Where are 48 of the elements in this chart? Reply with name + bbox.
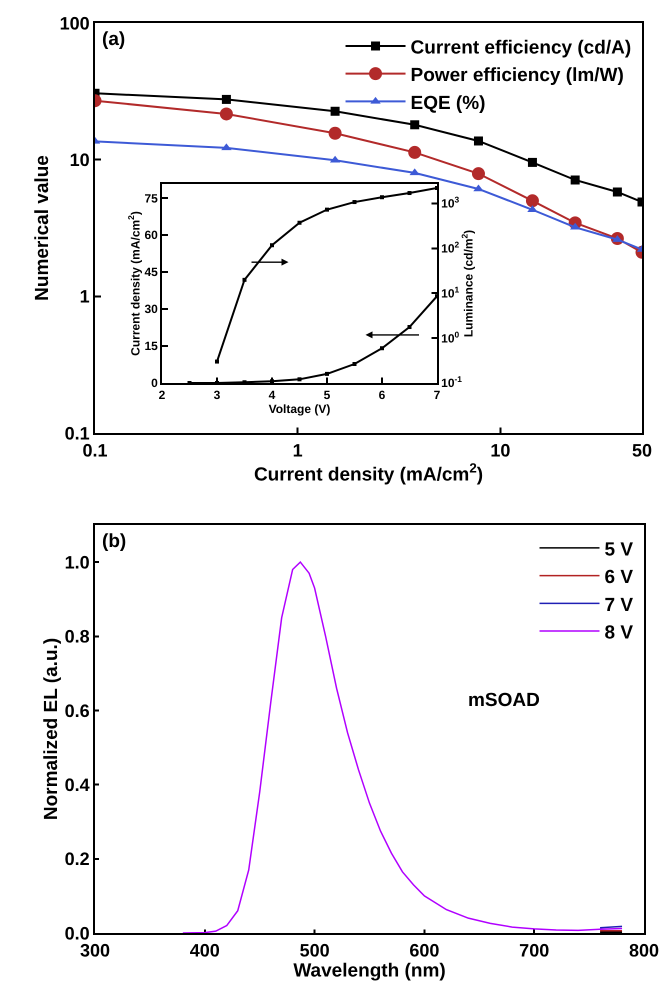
y-tick-label: 45 bbox=[144, 265, 158, 280]
y-tick-label: 1 bbox=[80, 286, 90, 307]
y2-tick-label: 10$^{0}$ bbox=[441, 329, 460, 346]
x-axis-title: Current density (mA/cm$^{2}$) bbox=[254, 460, 484, 486]
y-tick-label: 0 bbox=[151, 376, 158, 390]
y-tick-label: 1.0 bbox=[64, 552, 90, 572]
y-tick-label: 0.6 bbox=[64, 700, 90, 721]
x-tick-label: 6 bbox=[378, 388, 386, 402]
y2-tick-label: 10$^{2}$ bbox=[441, 239, 460, 256]
legend-label: EQE (%) bbox=[410, 92, 486, 114]
annotation: (a) bbox=[102, 29, 126, 50]
y2-tick-label: 10$^{-1}$ bbox=[441, 374, 462, 390]
y-tick-label: 30 bbox=[144, 302, 158, 316]
x-tick-label: 800 bbox=[628, 940, 660, 960]
y-tick-label: 0.8 bbox=[64, 626, 90, 647]
x-tick-label: 600 bbox=[409, 940, 440, 960]
annotation: mSOAD bbox=[468, 690, 540, 711]
x-axis-title: Voltage (V) bbox=[268, 402, 330, 416]
y-tick-label: 75 bbox=[144, 191, 158, 206]
y-tick-label: 0.2 bbox=[64, 849, 90, 870]
y-tick-label: 10 bbox=[70, 150, 90, 170]
x-tick-label: 5 bbox=[324, 388, 331, 402]
x-tick-label: 50 bbox=[632, 440, 652, 460]
y-tick-label: 0.4 bbox=[64, 774, 90, 795]
legend-label: 6 V bbox=[604, 567, 634, 588]
x-tick-label: 1 bbox=[292, 440, 303, 460]
y-tick-label: 60 bbox=[144, 228, 158, 242]
y2-tick-label: 10$^{1}$ bbox=[441, 284, 460, 300]
legend-label: 8 V bbox=[604, 622, 634, 644]
x-tick-label: 400 bbox=[190, 940, 220, 960]
x-tick-label: 2 bbox=[158, 388, 166, 402]
y-axis-title: Numerical value bbox=[32, 155, 53, 301]
y-tick-label: 100 bbox=[60, 13, 90, 34]
y-axis-title: Normalized EL (a.u.) bbox=[40, 638, 62, 820]
x-tick-label: 700 bbox=[519, 940, 550, 960]
y2-tick-label: 10$^{3}$ bbox=[441, 194, 460, 211]
x-tick-label: 4 bbox=[268, 388, 276, 402]
x-tick-label: 500 bbox=[300, 940, 330, 960]
y-tick-label: 15 bbox=[144, 339, 158, 354]
annotation: (b) bbox=[102, 531, 126, 552]
x-axis-title: Wavelength (nm) bbox=[293, 960, 446, 982]
legend-label: Power efficiency (lm/W) bbox=[410, 65, 624, 86]
x-tick-label: 7 bbox=[434, 388, 441, 402]
x-tick-label: 3 bbox=[214, 388, 221, 402]
x-tick-label: 10 bbox=[490, 440, 510, 460]
legend-label: 5 V bbox=[604, 539, 634, 560]
legend-label: Current efficiency (cd/A) bbox=[410, 37, 632, 58]
legend-label: 7 V bbox=[604, 594, 634, 616]
